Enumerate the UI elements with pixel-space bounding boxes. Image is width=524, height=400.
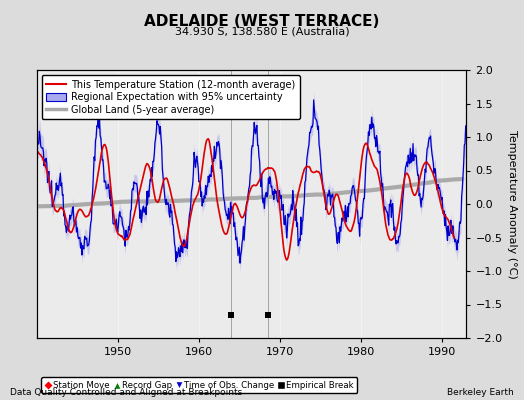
Legend: Station Move, Record Gap, Time of Obs. Change, Empirical Break: Station Move, Record Gap, Time of Obs. C… [41, 377, 357, 393]
Y-axis label: Temperature Anomaly (°C): Temperature Anomaly (°C) [507, 130, 517, 278]
Text: Data Quality Controlled and Aligned at Breakpoints: Data Quality Controlled and Aligned at B… [10, 388, 243, 397]
Text: 34.930 S, 138.580 E (Australia): 34.930 S, 138.580 E (Australia) [174, 26, 350, 36]
Text: Berkeley Earth: Berkeley Earth [447, 388, 514, 397]
Text: ADELAIDE (WEST TERRACE): ADELAIDE (WEST TERRACE) [144, 14, 380, 29]
